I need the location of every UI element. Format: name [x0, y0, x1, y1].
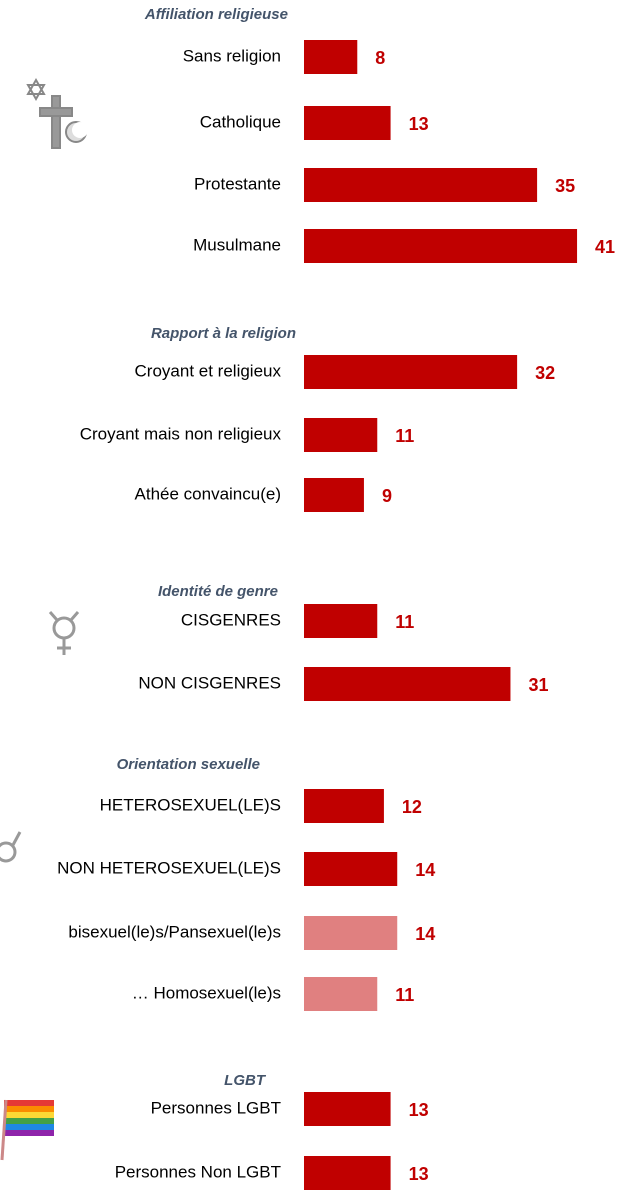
category-label: NON CISGENRES [138, 673, 281, 692]
bar [304, 1092, 391, 1126]
value-label: 41 [595, 237, 615, 257]
bar [304, 418, 378, 452]
bar [304, 977, 378, 1011]
group-title: Orientation sexuelle [117, 756, 260, 773]
value-label: 14 [415, 924, 435, 944]
bar [304, 106, 391, 140]
rainbow-flag [0, 1099, 54, 1161]
category-label: Protestante [194, 174, 281, 193]
value-label: 13 [409, 1164, 429, 1184]
value-label: 9 [382, 486, 392, 506]
value-label: 12 [402, 797, 422, 817]
value-label: 11 [395, 985, 414, 1005]
category-label: Personnes LGBT [151, 1098, 281, 1117]
value-label: 13 [409, 114, 429, 134]
value-label: 13 [409, 1100, 429, 1120]
bar [304, 789, 384, 823]
bar [304, 916, 398, 950]
category-label: Croyant mais non religieux [80, 424, 282, 443]
category-label: Catholique [200, 112, 281, 131]
value-label: 32 [535, 363, 555, 383]
bar [304, 40, 358, 74]
category-label: HETEROSEXUEL(LE)S [100, 795, 281, 814]
category-label: CISGENRES [181, 610, 281, 629]
sexuality-icon [0, 831, 22, 863]
value-label: 11 [395, 426, 414, 446]
bar [304, 478, 364, 512]
group-title: Affiliation religieuse [144, 6, 288, 23]
group-title: Rapport à la religion [151, 325, 296, 342]
gender-icon [48, 611, 80, 655]
category-label: Sans religion [183, 46, 281, 65]
category-label: … Homosexuel(le)s [132, 983, 281, 1002]
group-title: Identité de genre [158, 583, 278, 600]
bar [304, 852, 398, 886]
category-label: Athée convaincu(e) [135, 484, 281, 503]
bar [304, 168, 538, 202]
category-label: bisexuel(le)s/Pansexuel(le)s [68, 922, 281, 941]
value-label: 14 [415, 860, 435, 880]
group-title: LGBT [224, 1072, 267, 1089]
category-label: Musulmane [193, 235, 281, 254]
bar [304, 355, 518, 389]
value-label: 31 [528, 675, 548, 695]
category-label: Personnes Non LGBT [115, 1162, 281, 1181]
bar [304, 667, 511, 701]
religion-icon [26, 77, 88, 149]
bar [304, 1156, 391, 1190]
bar [304, 229, 578, 263]
value-label: 11 [395, 612, 414, 632]
bar [304, 604, 378, 638]
category-label: Croyant et religieux [135, 361, 282, 380]
value-label: 8 [375, 48, 385, 68]
category-label: NON HETEROSEXUEL(LE)S [57, 858, 281, 877]
value-label: 35 [555, 176, 575, 196]
